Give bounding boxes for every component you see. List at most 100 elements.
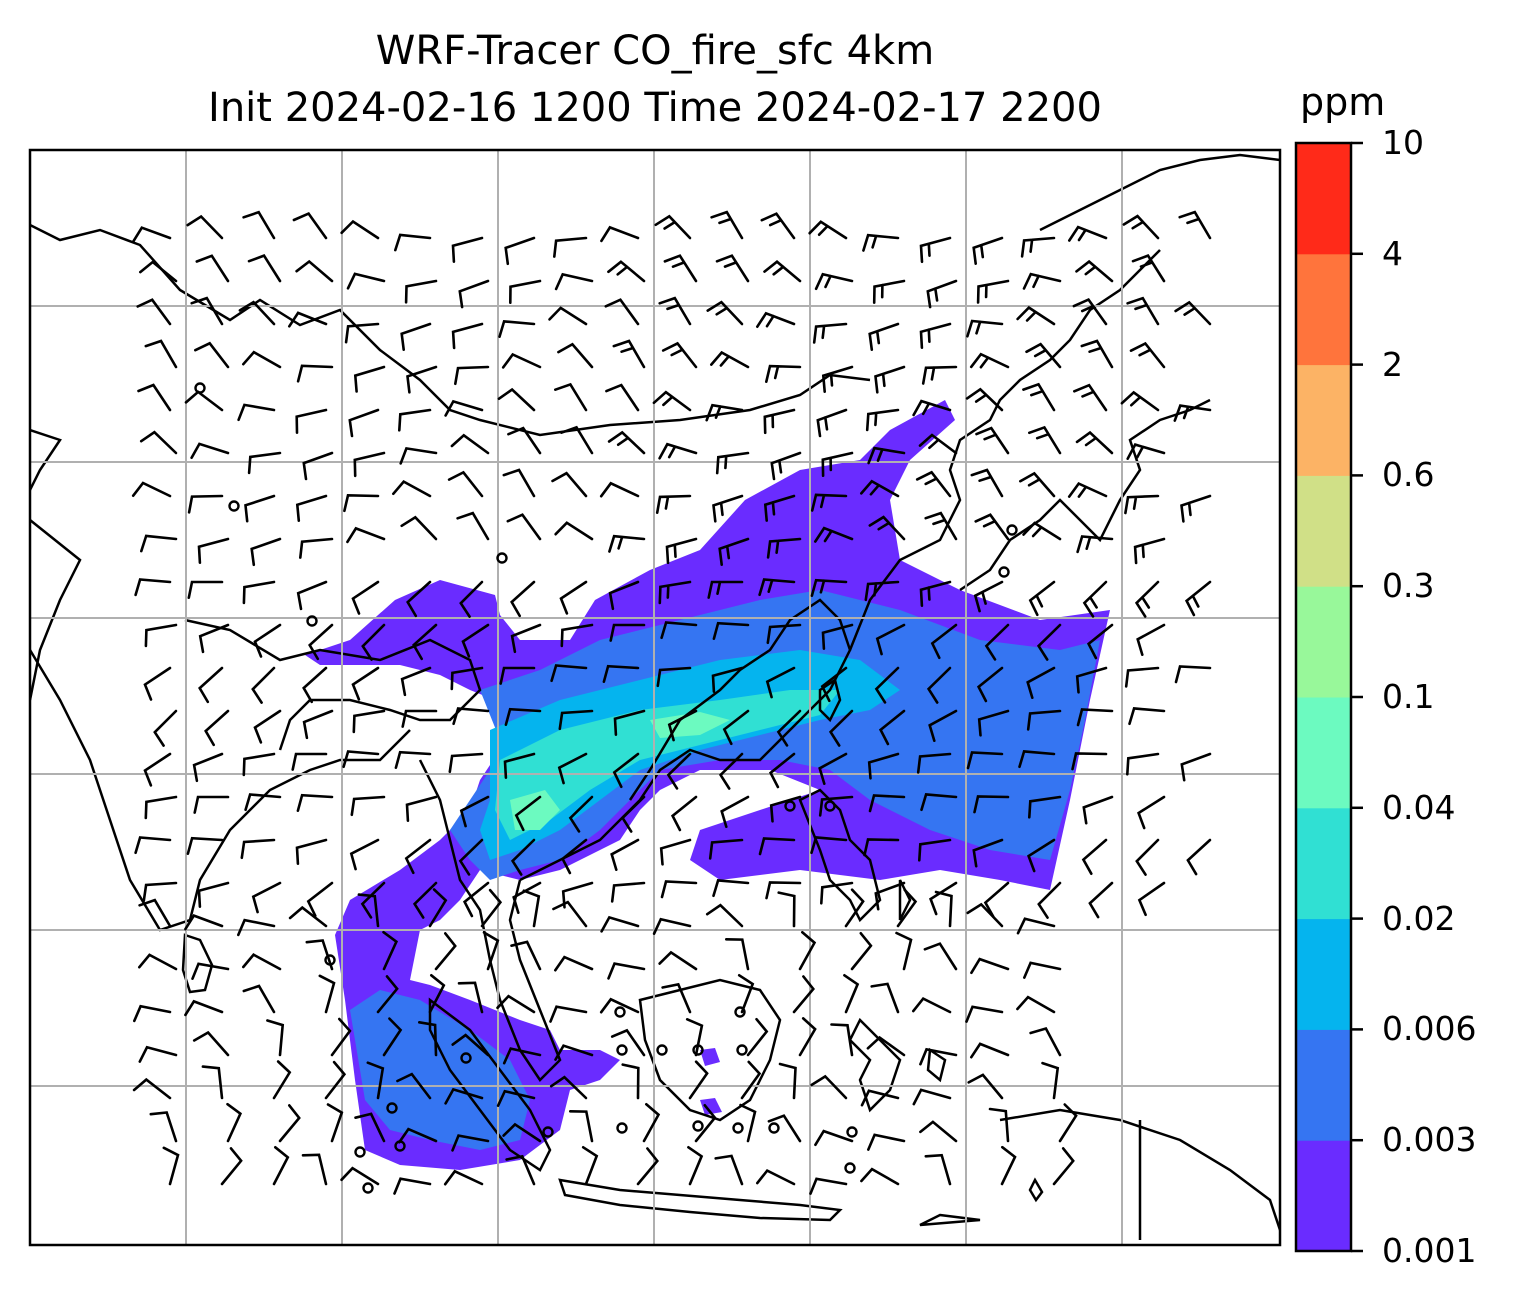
wind-barb (295, 408, 328, 434)
wind-barb (451, 1134, 490, 1152)
wind-barb (201, 1065, 224, 1100)
wind-barb (810, 578, 848, 597)
wind-barb (798, 931, 817, 971)
wind-barb (972, 236, 1004, 265)
wind-barb (133, 1004, 172, 1023)
wind-barb (740, 1060, 762, 1100)
colorbar-tick-label: 0.02 (1382, 898, 1456, 938)
wind-barb (658, 950, 698, 971)
wind-barb (242, 752, 276, 777)
wind-barb (457, 981, 484, 1014)
calm-wind-marker (998, 566, 1010, 578)
wind-barb (870, 982, 900, 1014)
wind-barb (242, 953, 282, 971)
wind-barb (967, 1073, 1004, 1100)
wind-barb (240, 838, 276, 860)
wind-barb (1174, 300, 1212, 326)
wind-barb (610, 838, 640, 871)
wind-barb (412, 623, 438, 661)
wind-barb (798, 1017, 817, 1057)
wind-barb (765, 666, 796, 699)
wind-barb (808, 220, 848, 240)
wind-barb (144, 339, 178, 369)
wind-barb (1071, 752, 1108, 771)
colorbar-segment (1296, 253, 1351, 366)
wind-barb (818, 795, 854, 817)
wind-barb (191, 962, 230, 980)
wind-barb (1137, 795, 1166, 830)
wind-barb (912, 996, 952, 1014)
wind-barb (306, 881, 334, 918)
wind-barb (132, 226, 172, 243)
wind-barb (718, 537, 750, 566)
wind-barb (458, 838, 484, 876)
wind-barb (405, 795, 438, 822)
wind-barb (459, 795, 490, 828)
wind-barb (756, 1168, 796, 1186)
wind-barb (722, 709, 750, 746)
wind-barb (497, 387, 536, 412)
wind-barb (549, 1005, 588, 1023)
wind-barb (975, 426, 1010, 455)
wind-barb (244, 494, 276, 523)
wind-barb (654, 214, 692, 240)
wind-barb (1067, 481, 1108, 498)
wind-barb (220, 1147, 243, 1186)
wind-barb (868, 515, 906, 541)
wind-barb (447, 470, 484, 498)
wind-barb (551, 471, 588, 498)
wind-barb (778, 1062, 797, 1100)
colorbar (1296, 141, 1363, 1253)
wind-barb (602, 664, 640, 683)
wind-barb (612, 339, 646, 369)
wind-barb (708, 838, 744, 860)
wind-barb (1018, 750, 1056, 769)
wind-barb (398, 1127, 438, 1144)
wind-barb (652, 917, 692, 935)
wind-barb (581, 1146, 599, 1186)
wind-barb (301, 1153, 328, 1186)
colorbar-tick-label: 10 (1382, 123, 1424, 162)
wind-barb (1058, 1103, 1078, 1143)
wind-barb (607, 260, 646, 283)
wind-barb (404, 279, 438, 304)
wind-barb (919, 1047, 958, 1066)
wind-barb (295, 838, 328, 865)
calm-wind-marker (768, 1122, 780, 1134)
wind-barb (720, 795, 750, 828)
wind-barb (1075, 666, 1108, 694)
coastline-borneo (638, 978, 782, 1122)
wind-barb (448, 752, 484, 774)
wind-barb (658, 442, 698, 460)
wind-barb (360, 881, 386, 919)
wind-barb (480, 888, 503, 928)
wind-barb (1082, 580, 1108, 618)
wind-barb (557, 342, 594, 369)
colorbar-tick-label: 0.04 (1382, 787, 1456, 827)
wind-barb (1073, 383, 1108, 412)
wind-barb (501, 352, 542, 369)
wind-barb (139, 260, 178, 283)
wind-barb (198, 666, 224, 704)
wind-barb (394, 233, 432, 252)
wind-barb (715, 254, 750, 283)
wind-barb (972, 838, 1004, 868)
wind-barb (776, 709, 802, 747)
wind-barb (396, 1072, 432, 1100)
wind-barb (138, 898, 172, 928)
wind-barb (609, 623, 646, 642)
colorbar-tick-label: 2 (1382, 344, 1403, 384)
wind-barb (866, 1035, 906, 1057)
wind-barb (450, 666, 484, 691)
wind-barb (860, 1167, 900, 1186)
co-plume-field (305, 400, 1110, 1170)
wind-barb (818, 752, 848, 785)
wind-barb (763, 408, 796, 435)
wind-barb (1082, 795, 1114, 825)
wind-barb (1131, 254, 1166, 283)
wind-barb (756, 311, 796, 328)
wind-barb (868, 794, 906, 813)
wind-barb (302, 451, 334, 481)
wind-barb (296, 793, 334, 812)
wind-barb (242, 984, 276, 1014)
